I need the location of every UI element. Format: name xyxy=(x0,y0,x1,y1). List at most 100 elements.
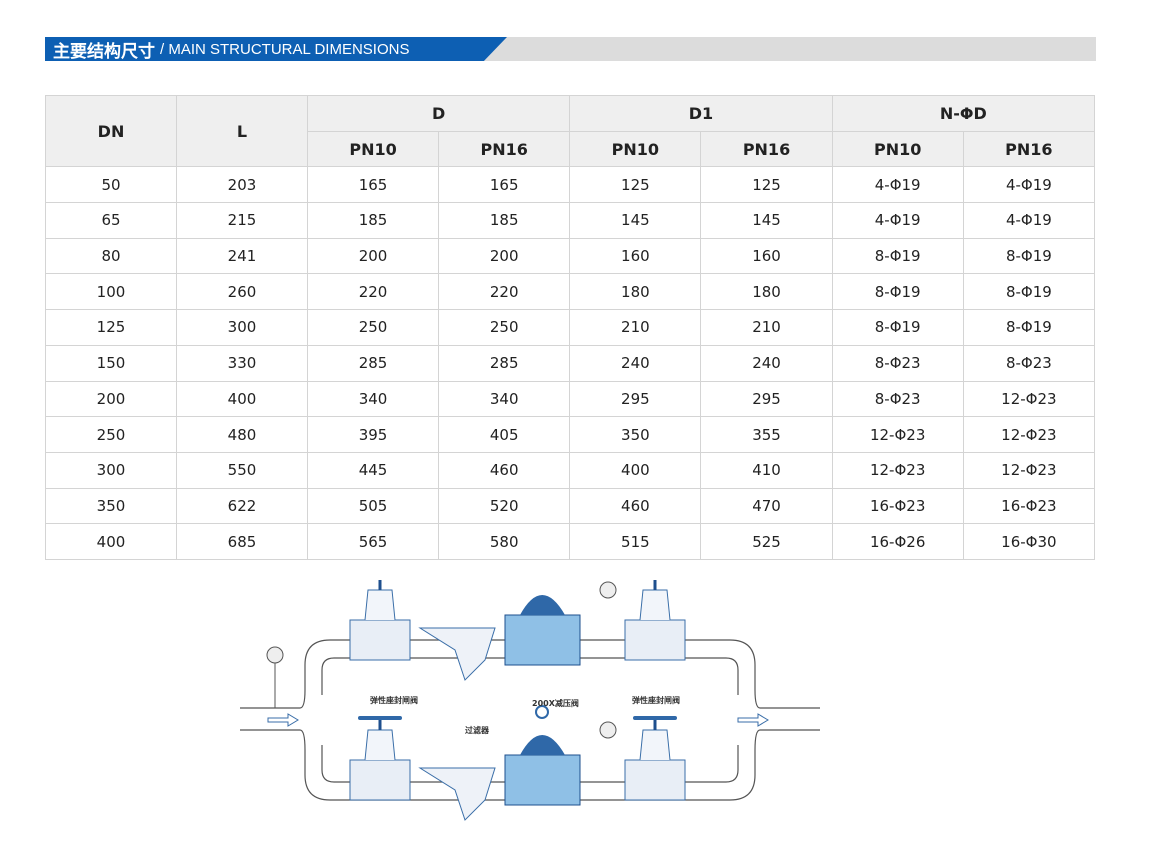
table-cell: 505 xyxy=(306,487,440,525)
header-pn10: PN10 xyxy=(831,130,964,168)
table-cell: 685 xyxy=(175,523,308,560)
gate-valve-icon xyxy=(349,619,411,661)
header-pn16: PN16 xyxy=(962,130,1096,168)
header-n-phid: N-ΦD xyxy=(831,95,1096,132)
table-row: 350 622 505 520 460 470 16-Φ23 16-Φ23 xyxy=(45,487,1096,525)
table-cell: 125 xyxy=(45,309,177,346)
table-row: 300 550 445 460 400 410 12-Φ23 12-Φ23 xyxy=(45,451,1096,489)
table-row: 100 260 220 220 180 180 8-Φ19 8-Φ19 xyxy=(45,273,1096,311)
reducing-valve-icon xyxy=(504,754,581,806)
table-cell: 145 xyxy=(569,202,702,239)
table-cell: 4-Φ19 xyxy=(962,166,1096,204)
table-cell: 8-Φ23 xyxy=(831,344,964,382)
header-pn16: PN16 xyxy=(700,130,833,168)
table-cell: 8-Φ19 xyxy=(962,309,1096,346)
table-cell: 445 xyxy=(306,451,440,489)
table-cell: 400 xyxy=(45,523,177,560)
table-row: 400 685 565 580 515 525 16-Φ26 16-Φ30 xyxy=(45,523,1096,560)
table-cell: 250 xyxy=(45,416,177,453)
table-cell: 80 xyxy=(45,237,177,275)
reducing-valve-icon xyxy=(504,614,581,666)
table-cell: 260 xyxy=(175,273,308,311)
table-cell: 525 xyxy=(700,523,833,560)
label-filter: 过滤器 xyxy=(465,726,489,735)
installation-diagram: 弹性座封闸阀 200X减压阀 弹性座封闸阀 过滤器 xyxy=(230,565,830,840)
flow-arrow-icon xyxy=(737,713,769,727)
gate-valve-icon xyxy=(624,759,686,801)
table-cell: 580 xyxy=(438,523,571,560)
table-row: 125 300 250 250 210 210 8-Φ19 8-Φ19 xyxy=(45,309,1096,346)
handwheel-icon xyxy=(633,716,677,720)
table-cell: 295 xyxy=(700,380,833,418)
table-cell: 210 xyxy=(700,309,833,346)
table-cell: 12-Φ23 xyxy=(962,451,1096,489)
table-cell: 520 xyxy=(438,487,571,525)
table-cell: 400 xyxy=(569,451,702,489)
header-pn10: PN10 xyxy=(569,130,702,168)
table-cell: 200 xyxy=(438,237,571,275)
section-title-bar: 主要结构尺寸 / MAIN STRUCTURAL DIMENSIONS xyxy=(45,37,1096,61)
table-cell: 622 xyxy=(175,487,308,525)
section-title: 主要结构尺寸 / MAIN STRUCTURAL DIMENSIONS xyxy=(45,37,507,61)
table-cell: 12-Φ23 xyxy=(831,451,964,489)
table-cell: 8-Φ19 xyxy=(831,237,964,275)
table-cell: 241 xyxy=(175,237,308,275)
header-dn: DN xyxy=(45,94,177,168)
table-cell: 295 xyxy=(569,380,702,418)
table-cell: 165 xyxy=(438,166,571,204)
table-cell: 180 xyxy=(700,273,833,311)
table-cell: 200 xyxy=(306,237,440,275)
table-cell: 330 xyxy=(175,344,308,382)
table-cell: 8-Φ19 xyxy=(831,273,964,311)
table-cell: 470 xyxy=(700,487,833,525)
table-cell: 250 xyxy=(438,309,571,346)
table-cell: 4-Φ19 xyxy=(831,202,964,239)
header-pn10: PN10 xyxy=(306,130,440,168)
title-cn: 主要结构尺寸 xyxy=(53,41,155,62)
table-cell: 480 xyxy=(175,416,308,453)
table-cell: 65 xyxy=(45,202,177,239)
label-reducing-valve: 200X减压阀 xyxy=(532,699,579,708)
table-cell: 355 xyxy=(700,416,833,453)
pressure-gauge-icon xyxy=(599,721,617,739)
table-cell: 240 xyxy=(569,344,702,382)
table-cell: 16-Φ30 xyxy=(962,523,1096,560)
table-row: 65 215 185 185 145 145 4-Φ19 4-Φ19 xyxy=(45,202,1096,239)
table-row: 250 480 395 405 350 355 12-Φ23 12-Φ23 xyxy=(45,416,1096,453)
header-d: D xyxy=(306,95,571,132)
table-cell: 300 xyxy=(175,309,308,346)
table-cell: 185 xyxy=(438,202,571,239)
table-cell: 12-Φ23 xyxy=(831,416,964,453)
flow-arrow-icon xyxy=(267,713,299,727)
table-cell: 395 xyxy=(306,416,440,453)
pressure-gauge-icon xyxy=(599,581,617,599)
table-row: 150 330 285 285 240 240 8-Φ23 8-Φ23 xyxy=(45,344,1096,382)
table-cell: 160 xyxy=(569,237,702,275)
table-cell: 285 xyxy=(438,344,571,382)
table-cell: 8-Φ19 xyxy=(831,309,964,346)
table-cell: 165 xyxy=(306,166,440,204)
table-cell: 8-Φ19 xyxy=(962,237,1096,275)
table-cell: 340 xyxy=(438,380,571,418)
table-cell: 8-Φ19 xyxy=(962,273,1096,311)
table-cell: 200 xyxy=(45,380,177,418)
header-pn16: PN16 xyxy=(438,130,571,168)
table-row: 80 241 200 200 160 160 8-Φ19 8-Φ19 xyxy=(45,237,1096,275)
table-cell: 16-Φ23 xyxy=(962,487,1096,525)
handwheel-icon xyxy=(358,716,402,720)
pressure-gauge-icon xyxy=(266,646,284,664)
table-cell: 160 xyxy=(700,237,833,275)
table-cell: 12-Φ23 xyxy=(962,380,1096,418)
label-gate-valve-left: 弹性座封闸阀 xyxy=(370,696,418,705)
title-en: / MAIN STRUCTURAL DIMENSIONS xyxy=(160,40,410,58)
table-cell: 460 xyxy=(569,487,702,525)
dimensions-table: DN L D D1 N-ΦD PN10 PN16 PN10 PN16 PN10 … xyxy=(45,94,1096,560)
table-cell: 125 xyxy=(700,166,833,204)
table-cell: 220 xyxy=(438,273,571,311)
table-cell: 340 xyxy=(306,380,440,418)
table-cell: 405 xyxy=(438,416,571,453)
table-cell: 300 xyxy=(45,451,177,489)
gate-valve-icon xyxy=(624,619,686,661)
table-cell: 250 xyxy=(306,309,440,346)
table-cell: 12-Φ23 xyxy=(962,416,1096,453)
